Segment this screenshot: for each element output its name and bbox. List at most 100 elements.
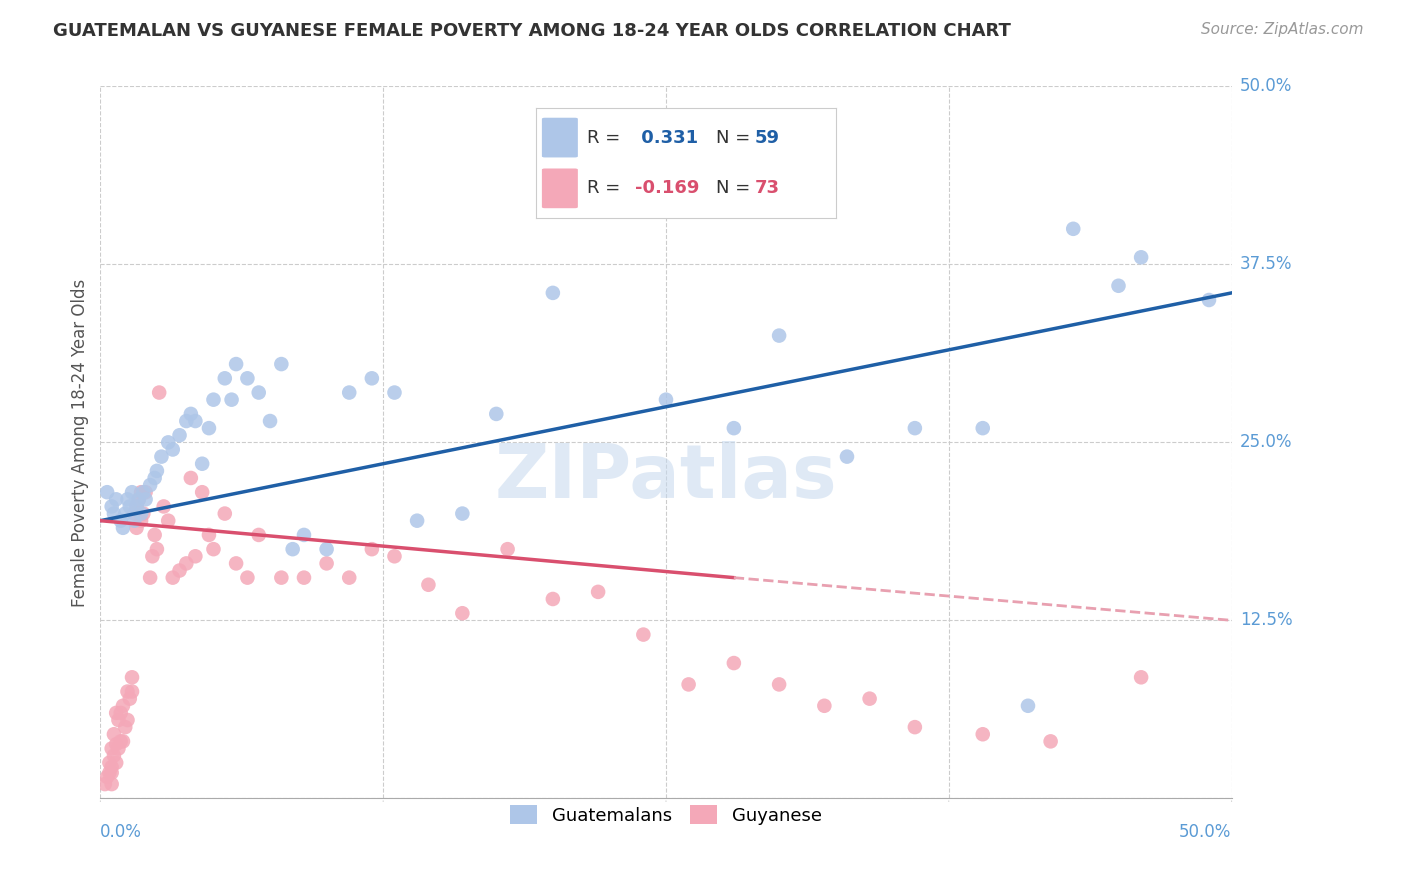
Point (972, 421, 994, 435)
Point (270, 357, 292, 371)
Point (292, 571, 315, 585)
Point (678, 677, 700, 691)
Point (315, 557, 337, 571)
Point (100, 500, 122, 514)
Point (105, 706, 128, 720)
Point (236, 571, 259, 585)
Point (315, 542, 337, 557)
Point (198, 421, 221, 435)
Point (128, 492, 150, 507)
Point (247, 385, 270, 400)
Point (859, 691, 882, 706)
Point (191, 457, 214, 471)
Point (107, 741, 129, 756)
Point (121, 684, 143, 698)
Point (384, 385, 406, 400)
Point (118, 500, 141, 514)
Text: Source: ZipAtlas.com: Source: ZipAtlas.com (1201, 22, 1364, 37)
Point (150, 450, 173, 464)
Point (152, 500, 174, 514)
Point (176, 557, 198, 571)
Point (111, 734, 134, 748)
Point (202, 392, 225, 407)
Text: ZIPatlas: ZIPatlas (495, 442, 838, 515)
Point (247, 528, 270, 542)
Point (111, 521, 134, 535)
Point (768, 677, 790, 691)
Point (105, 737, 128, 751)
Point (259, 414, 281, 428)
Point (1108, 278, 1130, 293)
Point (135, 485, 157, 500)
Point (129, 514, 152, 528)
Point (107, 713, 129, 727)
Point (575, 158, 598, 172)
Point (236, 371, 259, 385)
Point (633, 627, 655, 641)
Point (655, 392, 678, 407)
Point (1198, 293, 1220, 307)
Point (214, 507, 236, 521)
Point (125, 521, 148, 535)
Text: 25.0%: 25.0% (1240, 434, 1292, 451)
Point (96, 770, 118, 784)
Point (125, 500, 148, 514)
Point (360, 542, 382, 557)
Point (103, 748, 125, 763)
Point (132, 507, 155, 521)
Point (451, 507, 474, 521)
Point (723, 656, 745, 670)
Point (110, 706, 132, 720)
Point (169, 564, 191, 578)
Point (117, 684, 139, 698)
Text: 12.5%: 12.5% (1240, 611, 1292, 630)
Point (114, 720, 136, 734)
Text: 50.0%: 50.0% (1180, 823, 1232, 841)
Point (496, 542, 519, 557)
Point (157, 435, 180, 450)
Point (100, 741, 122, 756)
Point (118, 691, 141, 706)
Point (110, 734, 132, 748)
Point (114, 507, 136, 521)
Point (105, 756, 128, 770)
Point (139, 478, 162, 492)
Point (100, 777, 122, 791)
Point (221, 392, 243, 407)
Point (281, 542, 304, 557)
Point (586, 585, 609, 599)
Point (292, 528, 315, 542)
Point (1130, 250, 1153, 264)
Point (451, 606, 474, 620)
Point (129, 485, 152, 500)
Point (904, 720, 927, 734)
Point (121, 485, 143, 500)
Point (103, 507, 125, 521)
Point (176, 414, 198, 428)
Point (111, 698, 134, 713)
Point (225, 557, 247, 571)
Point (125, 500, 148, 514)
Point (143, 528, 166, 542)
Point (1039, 734, 1062, 748)
Point (485, 407, 508, 421)
Point (541, 592, 564, 607)
Point (198, 528, 221, 542)
Point (124, 514, 146, 528)
Point (146, 464, 169, 478)
Point (100, 760, 122, 774)
Point (135, 492, 157, 507)
Text: GUATEMALAN VS GUYANESE FEMALE POVERTY AMONG 18-24 YEAR OLDS CORRELATION CHART: GUATEMALAN VS GUYANESE FEMALE POVERTY AM… (53, 22, 1011, 40)
Text: 37.5%: 37.5% (1240, 255, 1292, 274)
Point (1062, 222, 1084, 236)
Point (180, 471, 202, 485)
Legend: Guatemalans, Guyanese: Guatemalans, Guyanese (503, 798, 828, 832)
Point (1017, 698, 1039, 713)
Point (904, 421, 927, 435)
Point (96, 485, 118, 500)
Point (117, 713, 139, 727)
Point (132, 485, 155, 500)
Point (184, 549, 207, 564)
Text: 0.0%: 0.0% (100, 823, 142, 841)
Point (768, 328, 790, 343)
